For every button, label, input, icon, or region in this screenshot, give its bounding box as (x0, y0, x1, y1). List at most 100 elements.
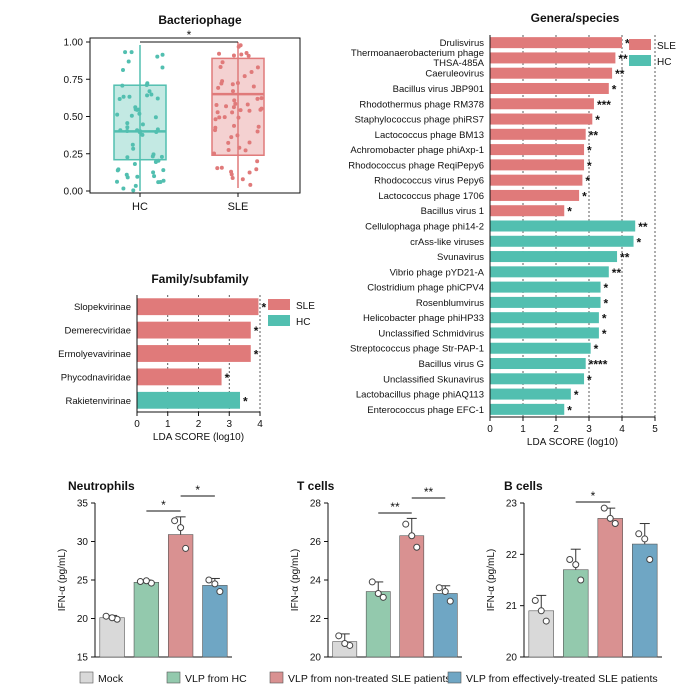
b-cells-bar (563, 569, 589, 658)
bacteriophage-point (238, 108, 243, 113)
bacteriophage-point (145, 93, 150, 98)
bacteriophage-title: Bacteriophage (158, 13, 242, 27)
t-cells-y-tick-label: 28 (310, 499, 322, 510)
family-bar (137, 391, 241, 409)
b-cells-bar (528, 610, 554, 658)
genera-legend-label: HC (657, 57, 671, 68)
neutrophils-significance-label: * (161, 498, 166, 512)
neutrophils-replicate-point (171, 517, 179, 525)
bacteriophage-point (127, 94, 132, 99)
bacteriophage-point (229, 172, 234, 177)
bacteriophage-point (149, 92, 154, 97)
bacteriophage-point (140, 122, 145, 127)
bacteriophage-point (256, 124, 261, 129)
genera-x-axis-label: LDA SCORE (log10) (527, 437, 618, 448)
bacteriophage-y-tick-label: 0.75 (64, 75, 84, 86)
bacteriophage-point (213, 125, 218, 130)
family-bar-significance: * (243, 394, 248, 408)
t-cells-bar (432, 593, 458, 658)
bacteriophage-point (125, 155, 130, 160)
neutrophils-replicate-point (211, 580, 219, 588)
family-category-label: Slopekvirinae (74, 302, 131, 313)
genera-category-label: Drulisvirus (440, 38, 485, 49)
neutrophils-bar (99, 617, 125, 658)
neutrophils-replicate-point (216, 588, 224, 596)
genera-bar (490, 281, 601, 293)
genera-bar-significance: ** (589, 128, 599, 142)
neutrophils-y-tick-label: 25 (77, 576, 89, 587)
bacteriophage-point (121, 94, 126, 99)
neutrophils-bar (133, 582, 160, 658)
t-cells-bar (399, 535, 425, 658)
bacteriophage-point (213, 117, 218, 122)
legend-label: Mock (98, 673, 124, 685)
b-cells-y-tick-label: 22 (506, 550, 518, 561)
genera-bar-significance: ** (618, 52, 628, 66)
family-legend-swatch-sle (268, 299, 290, 310)
bacteriophage-point (135, 128, 140, 133)
b-cells-significance-label: * (591, 489, 596, 503)
b-cells-replicate-point (537, 607, 545, 615)
family-bar-significance: * (254, 324, 259, 338)
family-bar (137, 321, 251, 339)
genera-bar (490, 82, 609, 94)
genera-bar-significance: ** (612, 266, 622, 280)
legend-label: VLP from non-treated SLE patients (288, 673, 451, 685)
bacteriophage-point (231, 105, 236, 110)
bacteriophage-point (215, 110, 220, 115)
bacteriophage-point (161, 168, 166, 173)
bacteriophage-point (144, 82, 149, 87)
genera-category-label: Unclassified Skunavirus (383, 374, 484, 385)
t-cells-y-tick-label: 22 (310, 614, 322, 625)
bacteriophage-point (230, 89, 235, 94)
genera-bar-significance: * (574, 388, 579, 402)
bacteriophage-x-label: SLE (228, 201, 249, 213)
bacteriophage-point (137, 111, 142, 116)
genera-x-tick-label: 4 (619, 424, 625, 435)
neutrophils-replicate-point (182, 544, 190, 552)
genera-category-label: Achromobacter phage phiAxp-1 (350, 145, 484, 156)
genera-bar-significance: * (602, 312, 607, 326)
genera-bar-significance: * (602, 327, 607, 341)
bacteriophage-point (129, 113, 134, 118)
bacteriophage-y-tick-label: 0.25 (64, 149, 84, 160)
genera-title: Genera/species (531, 11, 620, 25)
bacteriophage-point (131, 146, 136, 151)
bacteriophage-point (243, 148, 248, 153)
family-category-label: Phycodnaviridae (61, 372, 131, 383)
bacteriophage-point (220, 79, 225, 84)
bacteriophage-point (159, 154, 164, 159)
genera-category-label: Lactococcus phage BM13 (375, 130, 484, 141)
t-cells-replicate-point (374, 589, 382, 597)
neutrophils-y-tick-label: 35 (77, 499, 89, 510)
bacteriophage-point (155, 127, 160, 132)
genera-bar-significance: * (637, 235, 642, 249)
bacteriophage-point (254, 167, 259, 172)
bacteriophage-point (155, 54, 160, 59)
bacteriophage-point (244, 51, 249, 56)
bacteriophage-point (247, 170, 252, 175)
genera-bar (490, 388, 571, 400)
bacteriophage-point (160, 65, 165, 70)
genera-category-label: Unclassified Schmidvirus (378, 328, 484, 339)
family-legend-label: HC (296, 317, 310, 328)
family-bar (137, 345, 251, 362)
bacteriophage-point (229, 135, 234, 140)
bacteriophage-point (161, 178, 166, 183)
bacteriophage-point (236, 44, 241, 49)
bacteriophage-point (240, 177, 245, 182)
genera-category-label: Caeruleovirus (425, 69, 484, 80)
genera-bar-significance: ** (638, 220, 648, 234)
neutrophils-replicate-point (142, 577, 150, 585)
bacteriophage-point (237, 145, 242, 150)
bacteriophage-point (217, 51, 222, 56)
bacteriophage-y-tick-label: 0.00 (64, 187, 84, 198)
genera-bar (490, 52, 616, 64)
bacteriophage-point (118, 128, 123, 133)
family-legend-label: SLE (296, 301, 315, 312)
genera-bar (490, 113, 593, 125)
genera-category-label: Thermoanaerobacterium phage THSA-485A (351, 48, 485, 69)
bacteriophage-point (160, 52, 165, 57)
bacteriophage-point (115, 168, 120, 173)
b-cells-bar (597, 518, 623, 658)
